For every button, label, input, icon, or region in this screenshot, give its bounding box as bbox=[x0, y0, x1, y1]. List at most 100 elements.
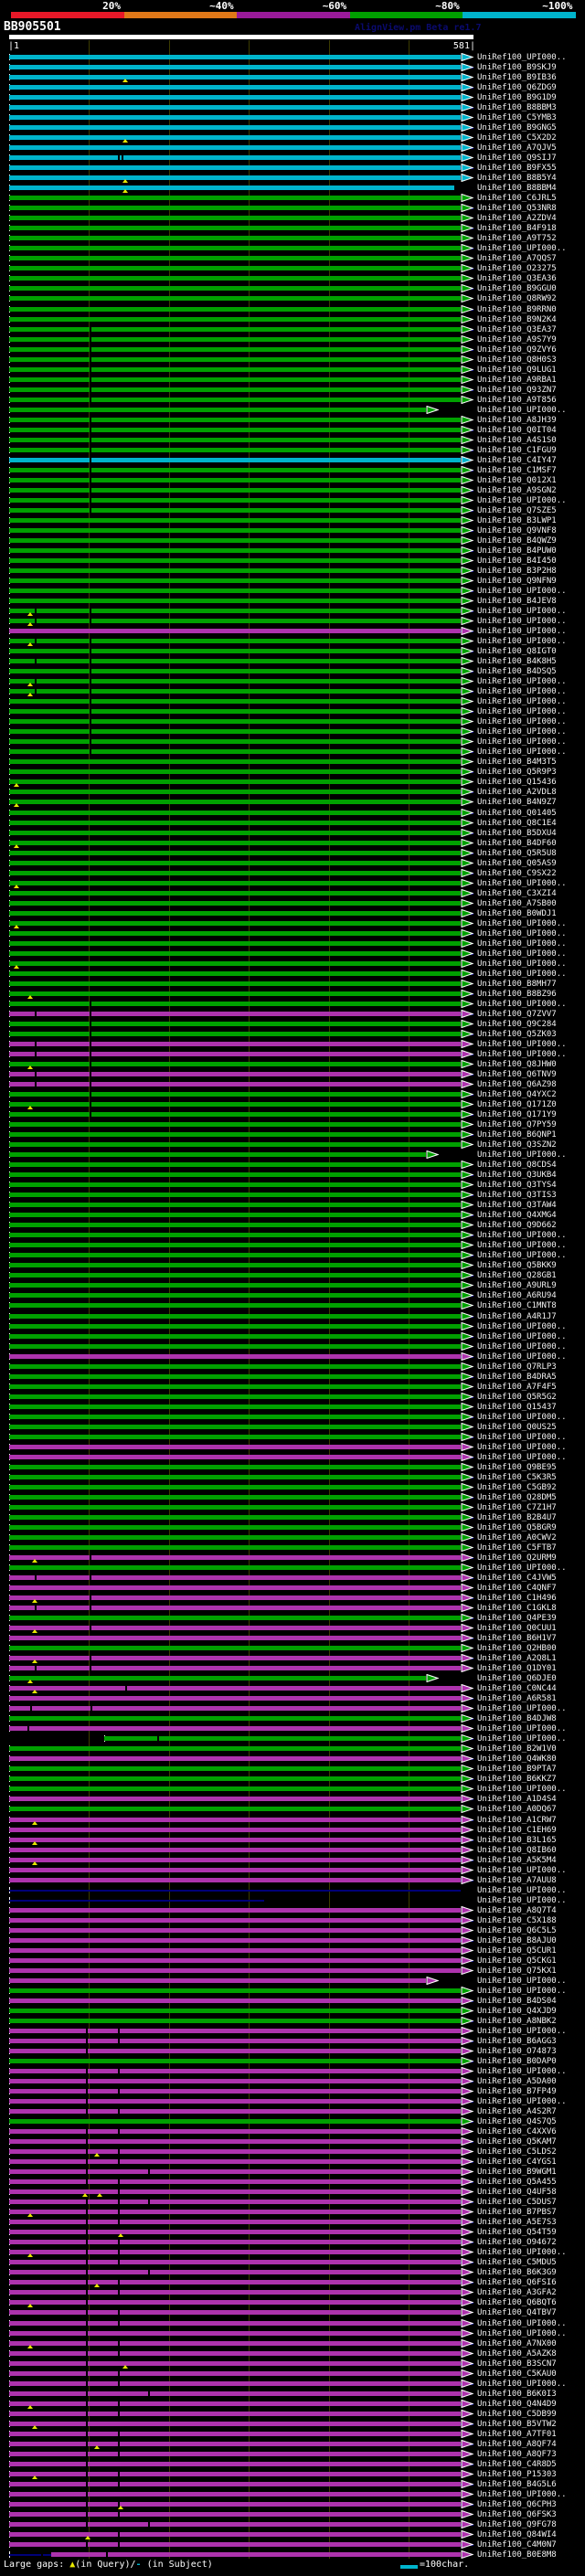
row-label[interactable]: UniRef100_Q84WI4 bbox=[477, 2529, 557, 2539]
row-label[interactable]: UniRef100_C5FTB7 bbox=[477, 1542, 557, 1553]
row-label[interactable]: UniRef100_Q01405 bbox=[477, 808, 557, 818]
alignment-row[interactable]: UniRef100_A4S2R7 bbox=[0, 2106, 585, 2116]
alignment-row[interactable]: UniRef100_Q6C5L5 bbox=[0, 1925, 585, 1935]
alignment-row[interactable]: UniRef100_P15303 bbox=[0, 2469, 585, 2479]
alignment-row[interactable]: UniRef100_Q7ZVV7 bbox=[0, 1009, 585, 1019]
alignment-row[interactable]: UniRef100_Q3TAW4 bbox=[0, 1200, 585, 1210]
alignment-row[interactable]: UniRef100_A7QJV5 bbox=[0, 143, 585, 153]
alignment-row[interactable]: UniRef100_Q8IB60 bbox=[0, 1845, 585, 1855]
row-label[interactable]: UniRef100_UPI000.. bbox=[477, 607, 567, 617]
alignment-row[interactable]: UniRef100_O23275 bbox=[0, 263, 585, 273]
alignment-row[interactable]: UniRef100_UPI000.. bbox=[0, 606, 585, 617]
alignment-row[interactable]: UniRef100_B8BBM4 bbox=[0, 183, 585, 194]
alignment-row[interactable]: UniRef100_UPI000.. bbox=[0, 1723, 585, 1733]
alignment-row[interactable]: UniRef100_A9T856 bbox=[0, 395, 585, 405]
row-label[interactable]: UniRef100_Q5KAM7 bbox=[477, 2137, 557, 2147]
alignment-row[interactable]: UniRef100_B4DSQ5 bbox=[0, 666, 585, 676]
row-label[interactable]: UniRef100_B2B4U7 bbox=[477, 1512, 557, 1522]
row-label[interactable]: UniRef100_Q2HB00 bbox=[477, 1644, 557, 1654]
row-label[interactable]: UniRef100_B8BBM4 bbox=[477, 184, 557, 194]
row-label[interactable]: UniRef100_C3XZI4 bbox=[477, 888, 557, 898]
alignment-row[interactable]: UniRef100_A8Q7T4 bbox=[0, 1905, 585, 1915]
alignment-row[interactable]: UniRef100_UPI000.. bbox=[0, 1039, 585, 1049]
alignment-row[interactable]: UniRef100_Q4PE39 bbox=[0, 1613, 585, 1623]
row-label[interactable]: UniRef100_Q3TIS3 bbox=[477, 1191, 557, 1201]
row-label[interactable]: UniRef100_C5MDU5 bbox=[477, 2258, 557, 2268]
row-label[interactable]: UniRef100_A7F4F5 bbox=[477, 1382, 557, 1392]
row-label[interactable]: UniRef100_UPI000.. bbox=[477, 1986, 567, 1996]
row-label[interactable]: UniRef100_Q4WK80 bbox=[477, 1754, 557, 1765]
alignment-row[interactable]: UniRef100_A9S7Y9 bbox=[0, 334, 585, 345]
row-label[interactable]: UniRef100_UPI000.. bbox=[477, 727, 567, 737]
alignment-row[interactable]: UniRef100_Q0CUU1 bbox=[0, 1623, 585, 1634]
alignment-row[interactable]: UniRef100_B7FP49 bbox=[0, 2086, 585, 2096]
row-label[interactable]: UniRef100_UPI000.. bbox=[477, 1564, 567, 1573]
row-label[interactable]: UniRef100_B3LWP1 bbox=[477, 515, 557, 525]
row-label[interactable]: UniRef100_Q75KX1 bbox=[477, 1966, 557, 1976]
alignment-row[interactable]: UniRef100_B6K0I3 bbox=[0, 2389, 585, 2399]
alignment-row[interactable]: UniRef100_Q6BQT6 bbox=[0, 2297, 585, 2308]
row-label[interactable]: UniRef100_Q53NR8 bbox=[477, 204, 557, 214]
row-label[interactable]: UniRef100_B6KKZ7 bbox=[477, 1775, 557, 1785]
row-label[interactable]: UniRef100_UPI000.. bbox=[477, 999, 567, 1009]
alignment-row[interactable]: UniRef100_B8B5Y4 bbox=[0, 173, 585, 184]
alignment-row[interactable]: UniRef100_UPI000.. bbox=[0, 2096, 585, 2106]
row-label[interactable]: UniRef100_Q012X1 bbox=[477, 475, 557, 485]
row-label[interactable]: UniRef100_UPI000.. bbox=[477, 687, 567, 697]
alignment-row[interactable]: UniRef100_C1FGU9 bbox=[0, 445, 585, 455]
row-label[interactable]: UniRef100_Q15436 bbox=[477, 778, 557, 788]
alignment-row[interactable]: UniRef100_B9G1D9 bbox=[0, 92, 585, 102]
alignment-row[interactable]: UniRef100_B4DJW8 bbox=[0, 1713, 585, 1723]
row-label[interactable]: UniRef100_Q3TYS4 bbox=[477, 1181, 557, 1191]
row-label[interactable]: UniRef100_Q5CUR1 bbox=[477, 1945, 557, 1956]
alignment-row[interactable]: UniRef100_Q01405 bbox=[0, 808, 585, 818]
row-label[interactable]: UniRef100_B9RRN0 bbox=[477, 304, 557, 314]
alignment-row[interactable]: UniRef100_UPI000.. bbox=[0, 1885, 585, 1895]
alignment-row[interactable]: UniRef100_C5X188 bbox=[0, 1915, 585, 1925]
alignment-row[interactable]: UniRef100_Q54T59 bbox=[0, 2227, 585, 2238]
row-label[interactable]: UniRef100_UPI000.. bbox=[477, 2097, 567, 2107]
row-label[interactable]: UniRef100_O94672 bbox=[477, 2238, 557, 2248]
row-label[interactable]: UniRef100_Q1DY01 bbox=[477, 1664, 557, 1674]
row-label[interactable]: UniRef100_Q54T59 bbox=[477, 2228, 557, 2238]
alignment-row[interactable]: UniRef100_Q5R5G2 bbox=[0, 1392, 585, 1402]
alignment-row[interactable]: UniRef100_Q93ZN7 bbox=[0, 385, 585, 395]
row-label[interactable]: UniRef100_Q3EA36 bbox=[477, 274, 557, 284]
alignment-row[interactable]: UniRef100_UPI000.. bbox=[0, 495, 585, 505]
row-label[interactable]: UniRef100_B7FP49 bbox=[477, 2087, 557, 2097]
alignment-row[interactable]: UniRef100_C0NC44 bbox=[0, 1683, 585, 1694]
row-label[interactable]: UniRef100_B5DXU4 bbox=[477, 828, 557, 838]
row-label[interactable]: UniRef100_A7QQS7 bbox=[477, 254, 557, 264]
alignment-row[interactable]: UniRef100_Q5R5U8 bbox=[0, 848, 585, 858]
alignment-row[interactable]: UniRef100_Q6FSK3 bbox=[0, 2509, 585, 2519]
row-label[interactable]: UniRef100_C1H496 bbox=[477, 1594, 557, 1604]
alignment-row[interactable]: UniRef100_B3L165 bbox=[0, 1835, 585, 1845]
alignment-row[interactable]: UniRef100_C5DB99 bbox=[0, 2409, 585, 2419]
alignment-row[interactable]: UniRef100_C6JRL5 bbox=[0, 193, 585, 203]
alignment-row[interactable]: UniRef100_C9SX22 bbox=[0, 868, 585, 878]
alignment-row[interactable]: UniRef100_B6K3G9 bbox=[0, 2267, 585, 2277]
row-label[interactable]: UniRef100_Q8IGT0 bbox=[477, 647, 557, 657]
row-label[interactable]: UniRef100_A2Q8L1 bbox=[477, 1654, 557, 1664]
alignment-row[interactable]: UniRef100_UPI000.. bbox=[0, 2318, 585, 2328]
row-label[interactable]: UniRef100_A0CWV2 bbox=[477, 1532, 557, 1542]
row-label[interactable]: UniRef100_C5K3R5 bbox=[477, 1472, 557, 1482]
alignment-row[interactable]: UniRef100_Q7RLP3 bbox=[0, 1362, 585, 1372]
row-label[interactable]: UniRef100_UPI000.. bbox=[477, 878, 567, 888]
row-label[interactable]: UniRef100_UPI000.. bbox=[477, 1442, 567, 1452]
alignment-row[interactable]: UniRef100_A0DQ67 bbox=[0, 1804, 585, 1814]
alignment-row[interactable]: UniRef100_UPI000.. bbox=[0, 1895, 585, 1905]
alignment-row[interactable]: UniRef100_Q0IT04 bbox=[0, 425, 585, 435]
row-label[interactable]: UniRef100_B9GGU0 bbox=[477, 284, 557, 294]
alignment-row[interactable]: UniRef100_C1MSF7 bbox=[0, 465, 585, 475]
row-label[interactable]: UniRef100_UPI000.. bbox=[477, 495, 567, 505]
alignment-row[interactable]: UniRef100_A0CWV2 bbox=[0, 1532, 585, 1542]
alignment-row[interactable]: UniRef100_C4M0N7 bbox=[0, 2539, 585, 2549]
row-label[interactable]: UniRef100_Q28GB1 bbox=[477, 1271, 557, 1281]
row-label[interactable]: UniRef100_UPI000.. bbox=[477, 587, 567, 597]
alignment-row[interactable]: UniRef100_Q9VNF8 bbox=[0, 525, 585, 535]
alignment-row[interactable]: UniRef100_B4N9Z7 bbox=[0, 797, 585, 808]
row-label[interactable]: UniRef100_Q4XJD9 bbox=[477, 2006, 557, 2016]
alignment-row[interactable]: UniRef100_Q2HB00 bbox=[0, 1643, 585, 1653]
alignment-row[interactable]: UniRef100_Q171Y9 bbox=[0, 1109, 585, 1119]
